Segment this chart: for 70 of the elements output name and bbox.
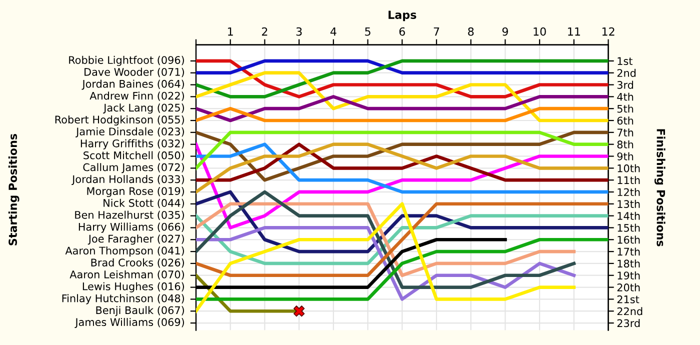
line-series xyxy=(196,71,608,122)
text: Andrew Finn (022) xyxy=(90,92,184,101)
y2-tick-label: 8th xyxy=(617,140,634,148)
line-series xyxy=(196,238,608,301)
line-series xyxy=(196,190,576,289)
text: Harry Griffiths (032) xyxy=(80,139,184,150)
text: Aaron Thompson (041) xyxy=(65,246,184,257)
text: Robert Hodgkinson (055) xyxy=(55,115,184,126)
y2-tick-label: 17th xyxy=(618,248,640,256)
text: Starting Positions xyxy=(8,134,20,246)
line-series xyxy=(196,214,608,266)
line-series xyxy=(196,190,608,254)
y2-tick-label: 10th xyxy=(618,164,640,172)
x-tick-label: 3 xyxy=(296,27,302,36)
text: Robbie Lightfoot (096) xyxy=(69,56,184,66)
x-tick-label: 6 xyxy=(399,27,405,36)
y2-tick-label: 19th xyxy=(618,271,640,280)
y2-tick-label: 1st xyxy=(618,57,633,66)
text: Harry Williams (066) xyxy=(78,222,184,233)
y2-tick-label: 14th xyxy=(618,212,640,220)
x-tick-label: 4 xyxy=(330,27,336,36)
y2-tick-label: 21st xyxy=(617,295,640,304)
x-axis-title: Laps xyxy=(388,10,416,22)
y2-tick-label: 2nd xyxy=(617,68,636,77)
text: Jordan Hollands (033) xyxy=(72,175,184,186)
y2-tick-label: 13th xyxy=(618,200,640,208)
text: Jack Lang (025) xyxy=(103,104,184,114)
x-tick-label: 1 xyxy=(228,27,233,36)
text: Jordan Baines (064) xyxy=(82,80,184,90)
x-tick-label: 10 xyxy=(534,27,546,36)
y2-tick-label: 7th xyxy=(617,128,634,136)
y2-tick-label: 20th xyxy=(617,283,640,292)
text: Aaron Leishman (070) xyxy=(70,270,184,280)
y2-tick-label: 9th xyxy=(617,152,634,160)
text: Dave Wooder (071) xyxy=(84,68,184,78)
x-tick-label: 8 xyxy=(468,27,474,36)
x-tick-label: 11 xyxy=(568,27,580,36)
text: Morgan Rose (019) xyxy=(87,186,184,198)
x-tick-label: 9 xyxy=(502,27,508,36)
line-series xyxy=(196,142,608,194)
x-tick-label: 2 xyxy=(262,27,268,36)
text: Lewis Hughes (016) xyxy=(82,282,184,292)
y2-tick-label: 12th xyxy=(618,188,640,196)
line-series xyxy=(196,130,608,182)
text: Joe Faragher (027) xyxy=(88,234,184,245)
y2-tick-label: 22nd xyxy=(617,307,642,316)
y2-axis-title: Finishing Positions xyxy=(654,129,666,246)
text: Nick Stott (044) xyxy=(104,198,184,208)
y2-tick-label: 11th xyxy=(618,176,640,184)
text: Brad Crooks (026) xyxy=(91,258,184,268)
y2-tick-label: 4th xyxy=(617,92,634,101)
y2-tick-label: 6th xyxy=(617,116,634,125)
line-series xyxy=(196,202,576,313)
y2-tick-label: 3rd xyxy=(617,80,634,89)
y2-tick-label: 23rd xyxy=(617,319,640,328)
x-tick-label: 7 xyxy=(434,27,440,36)
y2-tick-label: 5th xyxy=(617,104,634,113)
text: James Williams (069) xyxy=(74,318,184,328)
x-tick-label: 5 xyxy=(365,27,370,36)
text: Callum James (072) xyxy=(83,163,184,174)
text: Jamie Dinsdale (023) xyxy=(76,127,184,138)
text: Scott Mitchell (050) xyxy=(84,151,184,160)
x-tick-label: 12 xyxy=(602,27,614,36)
y2-tick-label: 16th xyxy=(618,236,640,244)
text: Finlay Hutchinson (048) xyxy=(62,294,184,304)
y2-tick-label: 15th xyxy=(618,224,640,232)
y2-tick-label: 18th xyxy=(618,259,640,268)
line-series xyxy=(196,142,608,182)
text: Ben Hazelhurst (035) xyxy=(75,210,184,220)
text: Benji Baulk (067) xyxy=(96,306,184,316)
